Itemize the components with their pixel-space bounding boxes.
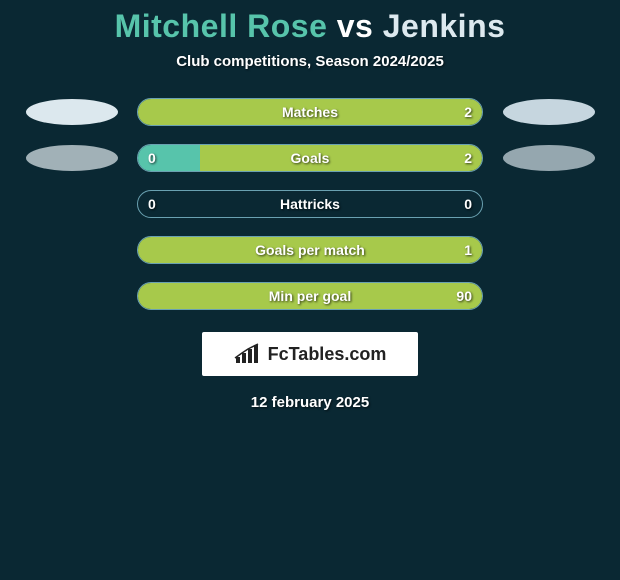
stat-label: Matches (282, 104, 338, 120)
fill-right (200, 145, 482, 171)
subtitle: Club competitions, Season 2024/2025 (176, 53, 444, 70)
stat-row: Hattricks 0 0 (0, 190, 620, 218)
player1-name: Mitchell Rose (115, 8, 328, 44)
badge-slot-right (491, 236, 606, 264)
bars-icon (234, 343, 262, 365)
stat-label: Goals per match (255, 242, 365, 258)
stat-bar: Min per goal 90 (137, 282, 483, 310)
stats-rows: Matches 2 Goals 0 2 Hattricks 0 0 Goals per matc… (0, 98, 620, 310)
badge-slot-right (491, 144, 606, 172)
badge-slot-right (491, 98, 606, 126)
badge-slot-left (14, 282, 129, 310)
stat-label: Goals (291, 150, 330, 166)
stat-bar: Goals per match 1 (137, 236, 483, 264)
stat-bar: Hattricks 0 0 (137, 190, 483, 218)
stat-value-right: 90 (456, 288, 472, 304)
stat-row: Goals 0 2 (0, 144, 620, 172)
player1-badge (26, 145, 118, 171)
stat-bar: Goals 0 2 (137, 144, 483, 172)
stat-value-left: 0 (148, 196, 156, 212)
logo-box[interactable]: FcTables.com (202, 332, 418, 376)
page-title: Mitchell Rose vs Jenkins (115, 8, 506, 45)
badge-slot-right (491, 190, 606, 218)
comparison-card: Mitchell Rose vs Jenkins Club competitio… (0, 0, 620, 411)
badge-slot-left (14, 190, 129, 218)
stat-row: Goals per match 1 (0, 236, 620, 264)
stat-value-right: 2 (464, 104, 472, 120)
stat-value-right: 1 (464, 242, 472, 258)
stat-label: Hattricks (280, 196, 340, 212)
player2-badge (503, 145, 595, 171)
stat-bar: Matches 2 (137, 98, 483, 126)
player1-badge (26, 99, 118, 125)
player2-badge (503, 99, 595, 125)
badge-slot-left (14, 236, 129, 264)
player2-name: Jenkins (383, 8, 506, 44)
stat-value-right: 0 (464, 196, 472, 212)
date-text: 12 february 2025 (251, 394, 369, 411)
badge-slot-left (14, 144, 129, 172)
stat-value-left: 0 (148, 150, 156, 166)
vs-text: vs (337, 8, 374, 44)
stat-row: Matches 2 (0, 98, 620, 126)
stat-label: Min per goal (269, 288, 351, 304)
logo-text: FcTables.com (268, 344, 387, 365)
badge-slot-right (491, 282, 606, 310)
stat-row: Min per goal 90 (0, 282, 620, 310)
badge-slot-left (14, 98, 129, 126)
stat-value-right: 2 (464, 150, 472, 166)
